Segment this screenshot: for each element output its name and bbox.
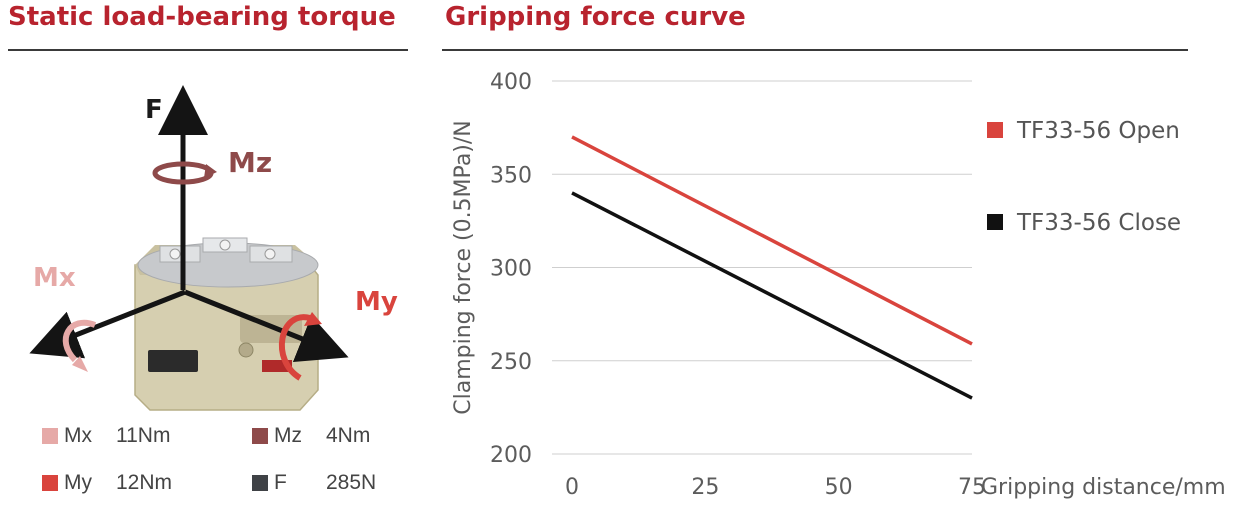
gripper-illustration: F Mz Mx My	[29, 85, 398, 411]
torque-f-swatch	[252, 475, 268, 491]
torque-my-name: My	[64, 471, 92, 494]
legend-label-1: TF33-56 Close	[1016, 210, 1181, 236]
y-tick-350: 350	[490, 163, 532, 188]
x-tick-0: 0	[565, 475, 579, 500]
legend-label-0: TF33-56 Open	[1016, 118, 1180, 144]
x-tick-25: 25	[691, 475, 719, 500]
y-tick-250: 250	[490, 350, 532, 375]
torque-mz-name: Mz	[274, 424, 302, 447]
torque-title: Static load-bearing torque	[8, 2, 396, 32]
legend-swatch-0	[987, 122, 1003, 138]
y-tick-300: 300	[490, 257, 532, 282]
axis-label-mz: Mz	[228, 146, 272, 179]
chart-title-rule	[442, 49, 1188, 51]
x-axis-label: Gripping distance/mm	[981, 475, 1226, 500]
torque-mx-name: Mx	[64, 424, 92, 447]
x-tick-75: 75	[958, 475, 986, 500]
y-tick-200: 200	[490, 443, 532, 468]
torque-title-rule	[8, 49, 408, 51]
mx-rotation-arrow	[62, 319, 97, 372]
series-line-0	[571, 135, 973, 346]
torque-mx: Mx 11Nm	[42, 424, 170, 448]
mz-rotation-arrow	[152, 161, 217, 185]
y-axis-label: Clamping force (0.5MPa)/N	[451, 120, 476, 415]
chart-title: Gripping force curve	[445, 2, 746, 32]
legend-swatch-1	[987, 214, 1003, 230]
torque-my-value: 12Nm	[116, 471, 173, 494]
torque-mz-swatch	[252, 428, 268, 444]
torque-mx-swatch	[42, 428, 58, 444]
torque-my: My 12Nm	[42, 471, 172, 495]
torque-f: F 285N	[252, 471, 376, 495]
x-tick-50: 50	[825, 475, 853, 500]
y-tick-400: 400	[490, 70, 532, 95]
torque-my-swatch	[42, 475, 58, 491]
axis-label-my: My	[355, 287, 398, 317]
torque-mz-value: 4Nm	[326, 424, 371, 447]
torque-mz: Mz 4Nm	[252, 424, 370, 448]
torque-f-name: F	[274, 471, 287, 494]
axis-label-f: F	[145, 95, 163, 125]
torque-f-value: 285N	[326, 471, 377, 494]
torque-mx-value: 11Nm	[116, 424, 171, 447]
my-rotation-arrow	[279, 312, 322, 381]
axis-label-mx: Mx	[33, 263, 76, 293]
series-line-1	[571, 191, 973, 400]
